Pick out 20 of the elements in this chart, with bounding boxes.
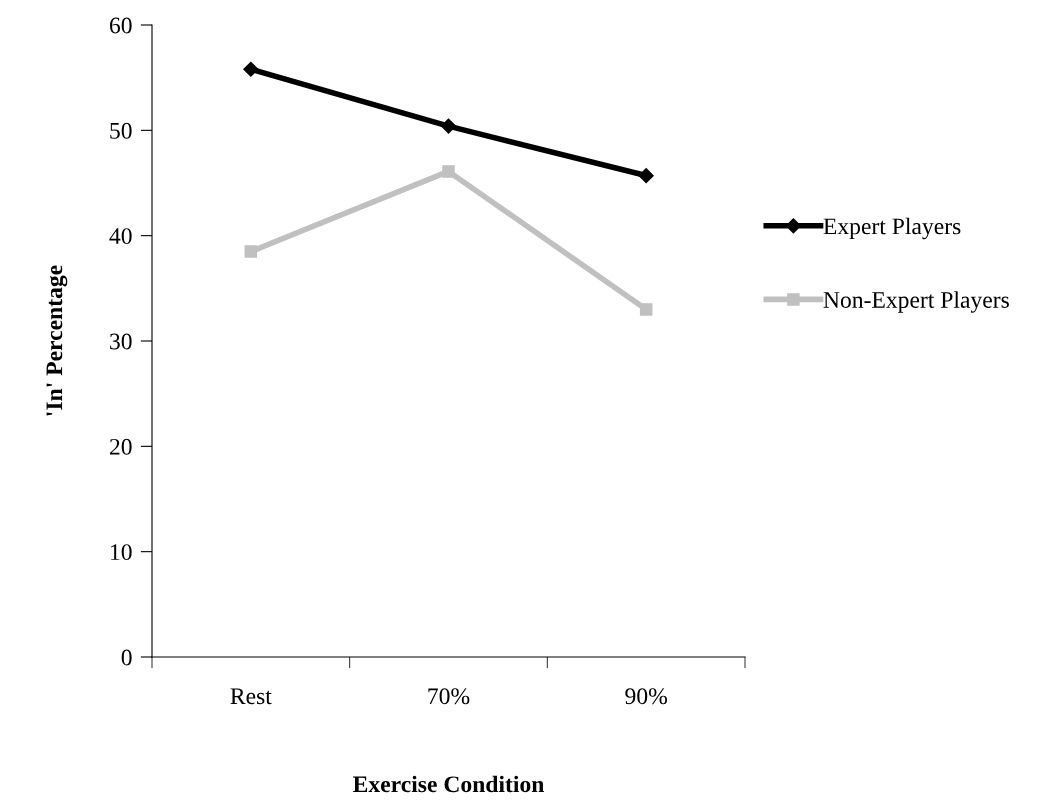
x-axis-title: Exercise Condition — [353, 775, 545, 793]
x-tick-label: 90% — [625, 688, 667, 705]
point — [243, 61, 259, 77]
point — [244, 245, 258, 258]
y-tick-label: 0 — [121, 649, 132, 666]
y-tick-label: 20 — [109, 438, 132, 455]
y-tick-label: 10 — [111, 544, 132, 561]
point — [442, 165, 455, 178]
point — [638, 168, 654, 184]
legend-label: Expert Players — [823, 217, 961, 240]
y-tick-label: 30 — [110, 333, 132, 350]
point — [440, 118, 457, 134]
legend-label: Non-Expert Players — [823, 291, 1009, 313]
x-tick-label: Rest — [230, 688, 272, 705]
y-tick-label: 50 — [110, 122, 132, 139]
x-tick-label: 70% — [428, 688, 470, 705]
point — [639, 303, 653, 316]
y-axis-title: 'In' Percentage — [46, 265, 68, 416]
y-tick-label: 60 — [109, 17, 132, 34]
y-tick-label: 40 — [109, 228, 132, 245]
